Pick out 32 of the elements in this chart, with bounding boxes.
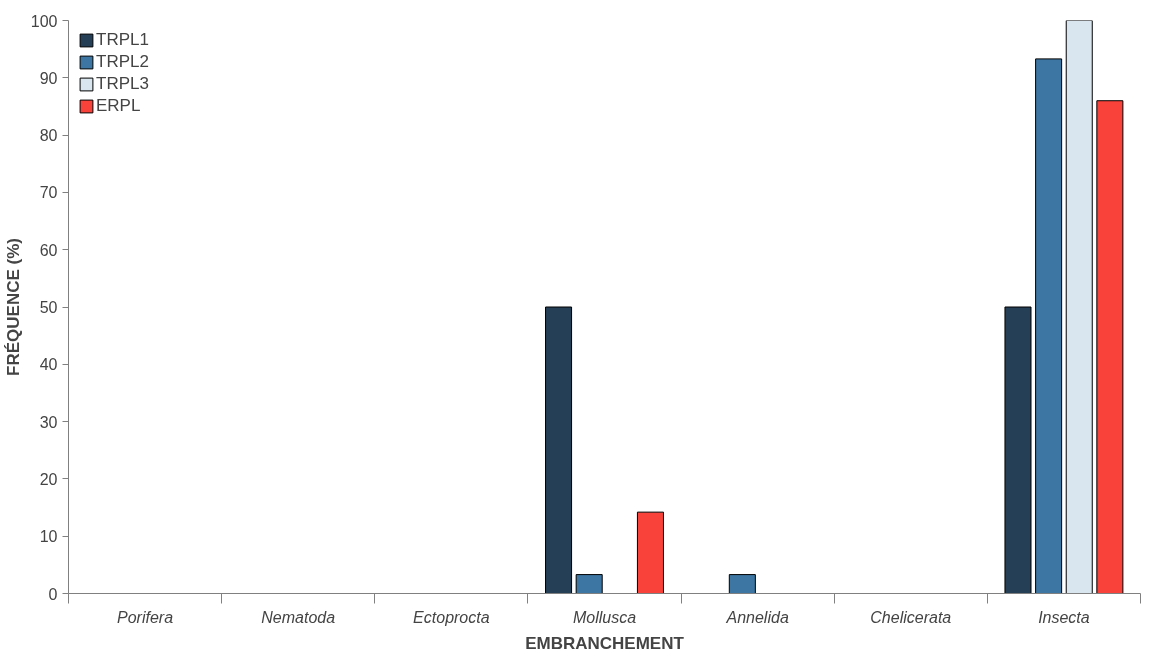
y-tick-label: 90 xyxy=(39,69,58,87)
x-tick-label: Porifera xyxy=(117,608,174,626)
legend-label: TRPL3 xyxy=(96,74,149,94)
legend-label: ERPL xyxy=(96,96,141,116)
y-tick-label: 70 xyxy=(39,184,58,202)
bar xyxy=(728,574,756,594)
x-tick-label: Annelida xyxy=(725,608,789,626)
x-axis-title: EMBRANCHEMENT xyxy=(525,633,685,653)
x-tick-label: Nematoda xyxy=(261,608,336,626)
bar xyxy=(1035,58,1063,594)
x-tick-label: Chelicerata xyxy=(870,608,952,626)
y-axis-title: FRÉQUENCE (%) xyxy=(3,238,23,376)
bar xyxy=(636,511,664,594)
y-tick-label: 40 xyxy=(39,356,58,374)
y-tick-label: 20 xyxy=(39,470,58,488)
y-tick-label: 100 xyxy=(30,12,58,30)
bar xyxy=(545,306,573,594)
x-tick-label: Ectoprocta xyxy=(413,608,490,626)
x-tick-label: Insecta xyxy=(1038,608,1090,626)
y-tick-label: 60 xyxy=(39,241,58,259)
y-tick-label: 0 xyxy=(48,585,58,603)
bar xyxy=(1004,306,1032,594)
y-tick-label: 10 xyxy=(39,528,58,546)
x-tick-label: Mollusca xyxy=(572,608,637,626)
bar xyxy=(1096,100,1124,594)
legend-label: TRPL2 xyxy=(96,52,149,72)
bar xyxy=(575,574,603,594)
y-tick-label: 30 xyxy=(39,413,58,431)
y-tick-label: 80 xyxy=(39,127,58,145)
bar xyxy=(1065,20,1093,594)
y-tick-label: 50 xyxy=(39,299,58,316)
legend-label: TRPL1 xyxy=(96,30,149,50)
